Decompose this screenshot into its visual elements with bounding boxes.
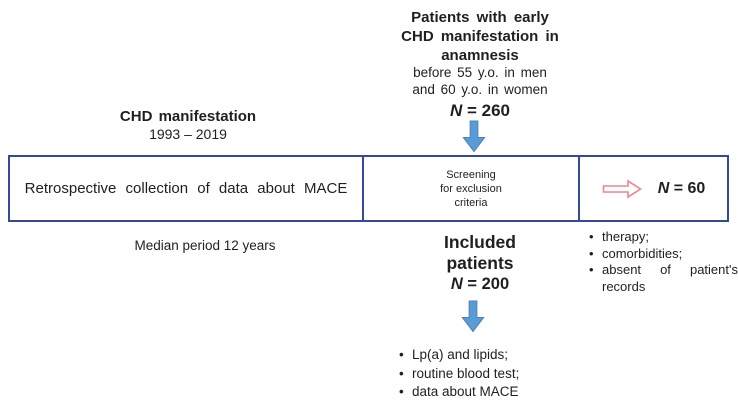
screening-cell: Screening for exclusion criteria [362, 157, 580, 220]
included-heading-line-2: patients [446, 253, 514, 273]
down-arrow-icon [462, 120, 486, 153]
patients-source-block: Patients with early CHD manifestation in… [348, 8, 612, 121]
screening-line-2: for exclusion [440, 182, 502, 195]
included-heading-line-1: Included [444, 232, 516, 252]
retrospective-collection-cell: Retrospective collection of data about M… [24, 180, 348, 197]
exclusion-reason-item: therapy; [588, 229, 738, 246]
n-value: = 260 [462, 101, 511, 120]
sample-size-260: N = 260 [348, 101, 612, 121]
screening-line-1: Screening [446, 168, 496, 181]
included-count: N = 200 [390, 274, 570, 295]
exclusion-reason-item: comorbidities; [588, 246, 738, 263]
n-value: = 200 [462, 275, 510, 293]
n-symbol: N [450, 275, 463, 293]
right-arrow-icon [602, 179, 642, 198]
excluded-cell: N = 60 [580, 157, 727, 220]
top-heading-line-1: Patients with early [411, 9, 549, 26]
collected-data-item: data about MACE [398, 383, 578, 402]
screening-line-3: criteria [454, 196, 488, 209]
down-arrow-icon [461, 300, 485, 333]
top-heading-line-2: CHD manifestation in [401, 28, 559, 45]
process-box: Retrospective collection of data about M… [8, 155, 729, 222]
collected-data-item: routine blood test; [398, 365, 578, 384]
age-criterion-women: and 60 y.o. in women [412, 81, 548, 97]
included-patients-block: Included patients N = 200 [390, 232, 570, 295]
n-symbol: N [657, 179, 670, 197]
top-heading-line-3: anamnesis [441, 47, 519, 64]
chd-manifestation-label: CHD manifestation 1993 – 2019 [85, 107, 291, 143]
age-criterion-men: before 55 y.o. in men [413, 65, 547, 80]
collected-data-list: Lp(a) and lipids; routine blood test; da… [398, 346, 578, 402]
collected-data-item: Lp(a) and lipids; [398, 346, 578, 365]
exclusion-reasons-list: therapy; comorbidities; absent of patien… [588, 229, 738, 295]
chd-manifestation-period: 1993 – 2019 [149, 126, 227, 142]
excluded-count: N = 60 [658, 180, 706, 198]
exclusion-reason-item: absent of patient's records [588, 262, 738, 295]
n-symbol: N [449, 101, 463, 120]
n-value: = 60 [669, 179, 706, 197]
chd-manifestation-heading: CHD manifestation [119, 108, 257, 125]
median-period-note: Median period 12 years [134, 238, 276, 253]
